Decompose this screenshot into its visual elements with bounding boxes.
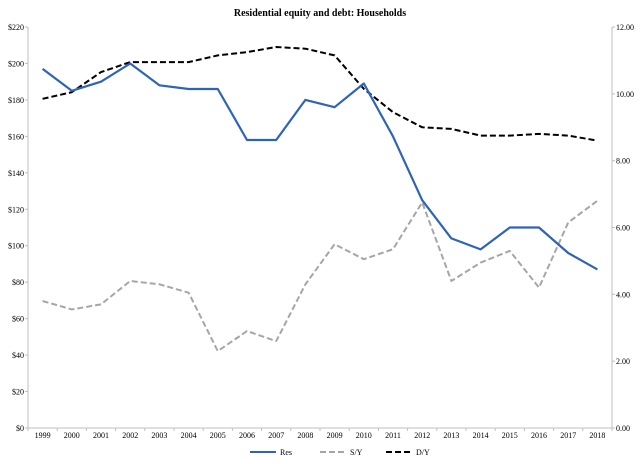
x-tick-label: 2012 bbox=[414, 431, 430, 440]
x-tick-label: 2001 bbox=[93, 431, 109, 440]
x-tick-label: 2016 bbox=[531, 431, 547, 440]
x-tick-label: 2007 bbox=[268, 431, 284, 440]
right-tick-label: 4.00 bbox=[616, 290, 630, 299]
series-layer bbox=[41, 46, 598, 353]
x-tick-label: 2006 bbox=[239, 431, 255, 440]
x-tick-label: 2017 bbox=[560, 431, 576, 440]
x-tick-label: 2004 bbox=[181, 431, 197, 440]
legend: Res S/Y D/Y bbox=[250, 448, 430, 457]
series-line-res bbox=[41, 62, 598, 271]
legend-label-s-y: S/Y bbox=[350, 448, 363, 457]
x-tick-label: 2014 bbox=[473, 431, 489, 440]
left-tick-label: $160 bbox=[8, 132, 24, 141]
left-tick-label: $40 bbox=[12, 351, 24, 360]
right-tick-label: 6.00 bbox=[616, 224, 630, 233]
right-tick-label: 12.00 bbox=[616, 23, 634, 32]
left-tick-label: $220 bbox=[8, 23, 24, 32]
right-tick-label: 8.00 bbox=[616, 157, 630, 166]
x-tick-label: 2008 bbox=[297, 431, 313, 440]
x-tick-label: 2003 bbox=[151, 431, 167, 440]
x-tick-label: 2005 bbox=[210, 431, 226, 440]
right-tick-label: 2.00 bbox=[616, 357, 630, 366]
x-tick-label: 2013 bbox=[443, 431, 459, 440]
right-tick-label: 10.00 bbox=[616, 90, 634, 99]
x-tick-label: 2018 bbox=[589, 431, 605, 440]
left-tick-label: $180 bbox=[8, 96, 24, 105]
left-tick-label: $80 bbox=[12, 278, 24, 287]
left-tick-label: $200 bbox=[8, 59, 24, 68]
left-tick-label: $140 bbox=[8, 169, 24, 178]
series-line-d-y bbox=[42, 46, 598, 142]
legend-label-d-y: D/Y bbox=[416, 448, 430, 457]
left-tick-label: $120 bbox=[8, 205, 24, 214]
x-tick-label: 2015 bbox=[502, 431, 518, 440]
x-tick-label: 2009 bbox=[327, 431, 343, 440]
axes: $0 $20 $40 $60 $80 $100 $120 $140 $160 $180 $200 $2… bbox=[8, 23, 634, 440]
left-tick-label: $0 bbox=[16, 424, 24, 433]
x-tick-label: 2011 bbox=[385, 431, 401, 440]
left-tick-label: $60 bbox=[12, 315, 24, 324]
x-tick-label: 2000 bbox=[64, 431, 80, 440]
x-tick-label: 1999 bbox=[35, 431, 51, 440]
series-line-s-y bbox=[42, 199, 598, 353]
legend-label-res: Res bbox=[280, 448, 292, 457]
x-tick-label: 2010 bbox=[356, 431, 372, 440]
x-tick-label: 2002 bbox=[122, 431, 138, 440]
left-tick-label: $20 bbox=[12, 388, 24, 397]
left-tick-label: $100 bbox=[8, 242, 24, 251]
right-tick-label: 0.00 bbox=[616, 424, 630, 433]
chart-title: Residential equity and debt: Households bbox=[234, 8, 406, 19]
